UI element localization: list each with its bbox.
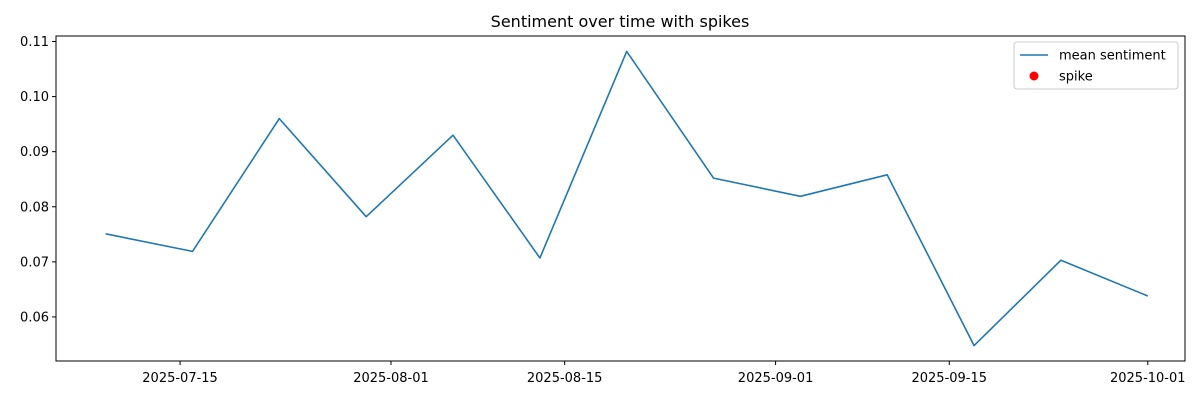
- legend-label: spike: [1059, 70, 1093, 85]
- y-tick-label: 0.09: [20, 145, 49, 160]
- x-tick-label: 2025-08-01: [353, 371, 429, 386]
- legend-label: mean sentiment: [1059, 49, 1166, 64]
- y-tick-label: 0.06: [20, 310, 49, 325]
- y-tick-label: 0.11: [20, 35, 49, 50]
- legend-marker-swatch: [1029, 71, 1039, 81]
- legend: mean sentiment spike: [1013, 41, 1179, 90]
- plot-area: 0.06 0.07 0.08 0.09 0.10 0.11 2025-07-15 2025-0…: [20, 35, 1186, 386]
- y-tick-label: 0.07: [20, 255, 49, 270]
- x-tick-label: 2025-09-01: [738, 371, 814, 386]
- series-line-mean-sentiment: [105, 50, 1149, 347]
- x-tick-label: 2025-08-15: [527, 371, 603, 386]
- plot-frame: [55, 35, 1186, 362]
- x-tick-label: 2025-10-01: [1110, 371, 1186, 386]
- x-tick-label: 2025-07-15: [142, 371, 218, 386]
- chart-title: Sentiment over time with spikes: [491, 12, 750, 31]
- legend-box: [1013, 41, 1179, 90]
- y-tick-label: 0.08: [20, 200, 49, 215]
- x-tick-label: 2025-09-15: [911, 371, 987, 386]
- y-tick-label: 0.10: [20, 90, 49, 105]
